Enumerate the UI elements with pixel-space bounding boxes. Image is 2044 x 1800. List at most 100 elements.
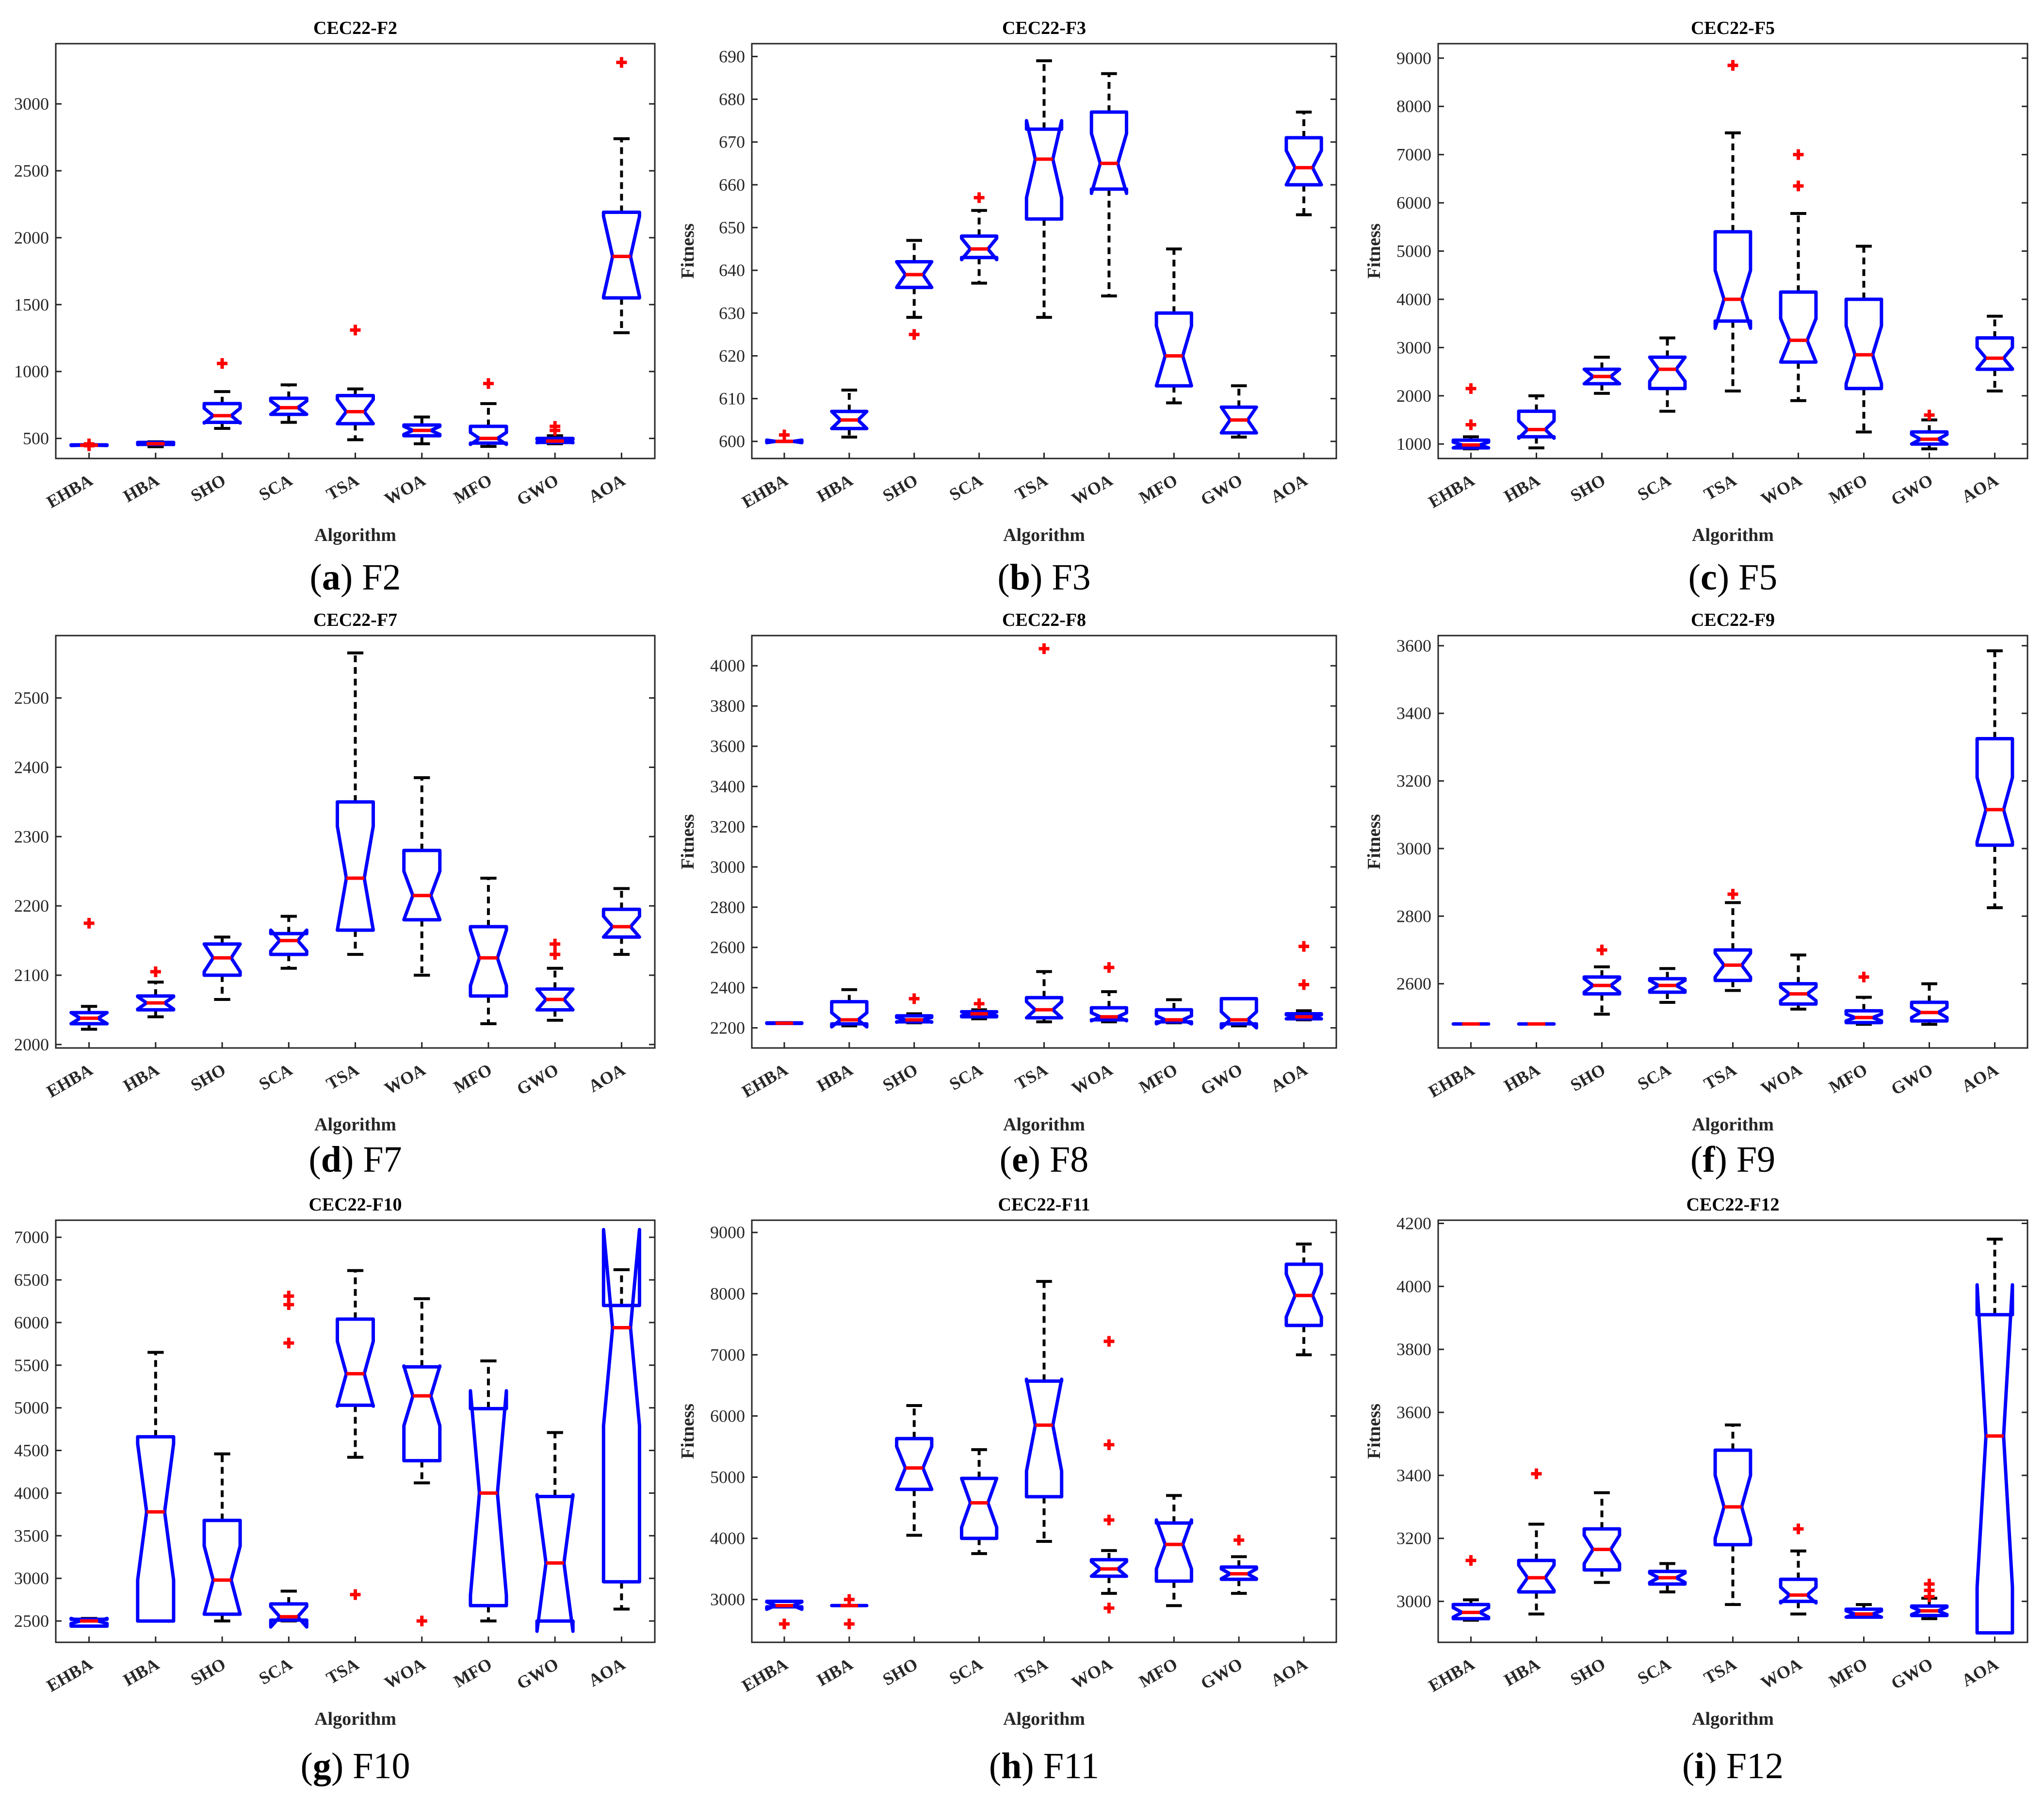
y-tick-label: 9000 — [710, 1223, 745, 1242]
box-mfo — [1844, 971, 1883, 1026]
chart-title: CEC22-F9 — [1691, 610, 1775, 630]
y-tick-label: 2600 — [1396, 974, 1431, 994]
outlier-marker — [1103, 1439, 1115, 1450]
notched-box — [1844, 297, 1883, 391]
x-axis-label: Algorithm — [1003, 525, 1085, 545]
x-tick-label-woa: WOA — [1068, 1060, 1116, 1098]
x-tick-label-sho: SHO — [187, 1654, 229, 1689]
box-hba — [830, 988, 869, 1029]
x-tick-label-woa: WOA — [1068, 470, 1116, 509]
box-hba — [830, 388, 869, 439]
x-axis-label: Algorithm — [1692, 1709, 1774, 1729]
notched-box — [601, 211, 641, 300]
notched-box — [1779, 290, 1818, 364]
caption-paren-close: ) — [1715, 1139, 1736, 1180]
box-tsa — [1713, 60, 1752, 393]
caption-paren-open: ( — [308, 1139, 321, 1180]
notched-box — [1910, 430, 1949, 446]
notched-box — [1779, 1577, 1818, 1605]
x-axis-label: Algorithm — [314, 1114, 396, 1135]
y-tick-label: 4000 — [1396, 290, 1431, 309]
outlier-marker — [1038, 643, 1050, 654]
notched-box — [601, 1227, 641, 1584]
y-tick-label: 2200 — [710, 1018, 745, 1038]
box-gwo — [1219, 1535, 1258, 1595]
box-gwo — [1219, 997, 1258, 1030]
y-tick-label: 1500 — [14, 295, 49, 314]
x-tick-label-sho: SHO — [1567, 1654, 1609, 1689]
x-tick-label-mfo: MFO — [1136, 1654, 1181, 1691]
box-gwo — [1910, 1578, 1949, 1620]
box-aoa — [601, 887, 641, 956]
notched-box — [1284, 1012, 1323, 1021]
box-hba — [136, 966, 176, 1018]
box-sho — [895, 239, 934, 340]
notched-box — [269, 928, 308, 956]
box-woa — [1089, 72, 1128, 298]
notched-box — [1844, 1607, 1883, 1619]
caption-paren-close: ) — [1030, 557, 1052, 598]
box-sho — [202, 935, 242, 1001]
x-tick-label-aoa: AOA — [1267, 470, 1311, 507]
y-tick-label: 6000 — [710, 1406, 745, 1425]
outlier-marker — [83, 440, 95, 451]
notched-box — [1713, 230, 1752, 330]
x-tick-label-ehba: EHBA — [43, 1060, 96, 1101]
box-tsa — [1024, 1280, 1064, 1543]
y-axis-label: Fitness — [1364, 814, 1384, 869]
y-tick-label: 4200 — [1396, 1213, 1431, 1233]
box-aoa — [1975, 649, 2014, 909]
y-tick-label: 8000 — [1396, 97, 1431, 116]
outlier-marker — [1858, 971, 1869, 982]
x-tick-label-sca: SCA — [946, 1654, 986, 1688]
x-axis-label: Algorithm — [314, 525, 396, 545]
box-ehba — [1451, 383, 1491, 451]
notched-box — [601, 907, 641, 939]
x-axis-label: Algorithm — [1003, 1114, 1085, 1135]
caption-paren-close: ) — [341, 1139, 363, 1180]
box-gwo — [1910, 982, 1949, 1026]
notched-box — [1975, 737, 2014, 847]
notched-box — [202, 1519, 242, 1616]
outlier-marker — [1465, 1555, 1476, 1566]
box-sca — [1648, 336, 1687, 413]
box-ehba — [765, 1600, 804, 1630]
box-aoa — [1284, 941, 1323, 1021]
box-mfo — [469, 877, 508, 1025]
notched-box — [1154, 311, 1193, 388]
caption-paren-close: ) — [341, 557, 362, 598]
x-tick-label-hba: HBA — [1501, 470, 1543, 506]
y-tick-label: 9000 — [1396, 49, 1431, 68]
y-tick-label: 6500 — [14, 1270, 49, 1290]
y-tick-label: 610 — [719, 389, 745, 409]
x-tick-label-sca: SCA — [256, 1060, 295, 1094]
outlier-marker — [83, 917, 95, 929]
caption-function: F10 — [353, 1746, 410, 1786]
x-tick-label-sca: SCA — [256, 470, 295, 505]
y-tick-label: 2500 — [14, 688, 49, 708]
chart-title: CEC22-F7 — [313, 610, 397, 630]
caption-letter: h — [1001, 1746, 1022, 1786]
x-tick-label-ehba: EHBA — [43, 470, 96, 512]
box-sca — [269, 1291, 308, 1629]
chart-title: CEC22-F2 — [313, 18, 397, 38]
outlier-marker — [1103, 1603, 1115, 1614]
chart-panel-f7: 2000 2100 2200 2300 2400 2500 EHBA HBA SHO SCA TSA… — [0, 610, 656, 1180]
outlier-marker — [283, 1338, 294, 1349]
outlier-marker — [779, 429, 790, 441]
box-aoa — [601, 1227, 641, 1611]
box-mfo — [1844, 245, 1883, 434]
panel-caption: (d) F7 — [308, 1139, 402, 1180]
plot-area — [55, 635, 656, 1049]
panel-caption: (g) F10 — [301, 1746, 410, 1786]
panel-caption: (b) F3 — [997, 557, 1090, 598]
outlier-marker — [1727, 60, 1738, 71]
caption-function: F8 — [1050, 1139, 1088, 1180]
x-tick-label-tsa: TSA — [1012, 1060, 1051, 1094]
x-tick-label-gwo: GWO — [1197, 470, 1246, 509]
y-tick-label: 3200 — [710, 817, 745, 836]
panel-caption: (f) F9 — [1690, 1139, 1775, 1180]
notched-box — [895, 260, 934, 289]
y-tick-label: 1000 — [14, 362, 49, 381]
plot-area — [1437, 43, 2028, 459]
